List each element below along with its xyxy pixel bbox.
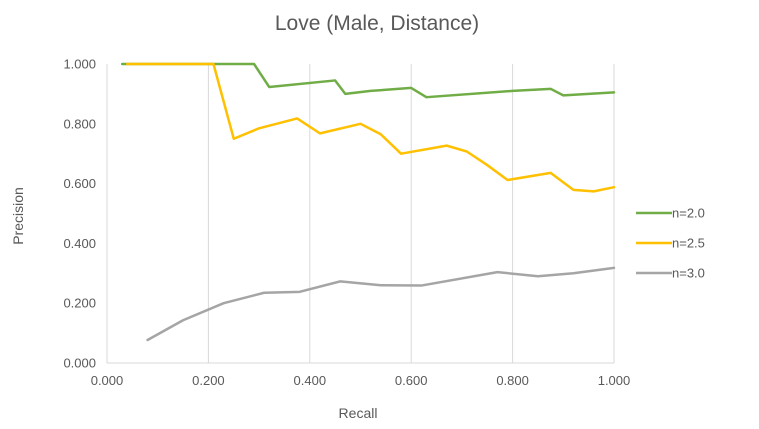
y-tick-labels: 0.000 0.200 0.400 0.600 0.800 1.000: [63, 57, 96, 371]
series-line-1: [120, 62, 616, 99]
legend-label: n=3.0: [672, 266, 705, 281]
x-tick-label: 0.600: [395, 373, 428, 388]
y-tick-label: 1.000: [63, 57, 96, 72]
x-tick-label: 0.800: [496, 373, 529, 388]
legend-item: n=2.5: [636, 236, 705, 251]
chart-title: Love (Male, Distance): [275, 12, 479, 35]
x-tick-label: 1.000: [598, 373, 631, 388]
y-tick-label: 0.600: [63, 176, 96, 191]
y-tick-label: 0.400: [63, 236, 96, 251]
x-tick-label: 0.000: [91, 373, 124, 388]
x-tick-labels: 0.000 0.200 0.400 0.600 0.800 1.000: [91, 373, 631, 388]
legend-label: n=2.5: [672, 236, 705, 251]
legend: n=2.0 n=2.5 n=3.0: [636, 206, 705, 281]
legend-label: n=2.0: [672, 206, 705, 221]
legend-item: n=3.0: [636, 266, 705, 281]
series-lines: [120, 62, 616, 342]
series-line-3: [146, 266, 616, 342]
x-tick-label: 0.200: [192, 373, 225, 388]
y-axis-title: Precision: [10, 187, 26, 245]
series-line-2: [126, 62, 616, 193]
x-axis-title: Recall: [339, 405, 378, 421]
x-tick-label: 0.400: [294, 373, 327, 388]
y-tick-label: 0.800: [63, 116, 96, 131]
y-tick-label: 0.000: [63, 356, 96, 371]
y-tick-label: 0.200: [63, 296, 96, 311]
legend-item: n=2.0: [636, 206, 705, 221]
grid-lines: [106, 64, 615, 363]
